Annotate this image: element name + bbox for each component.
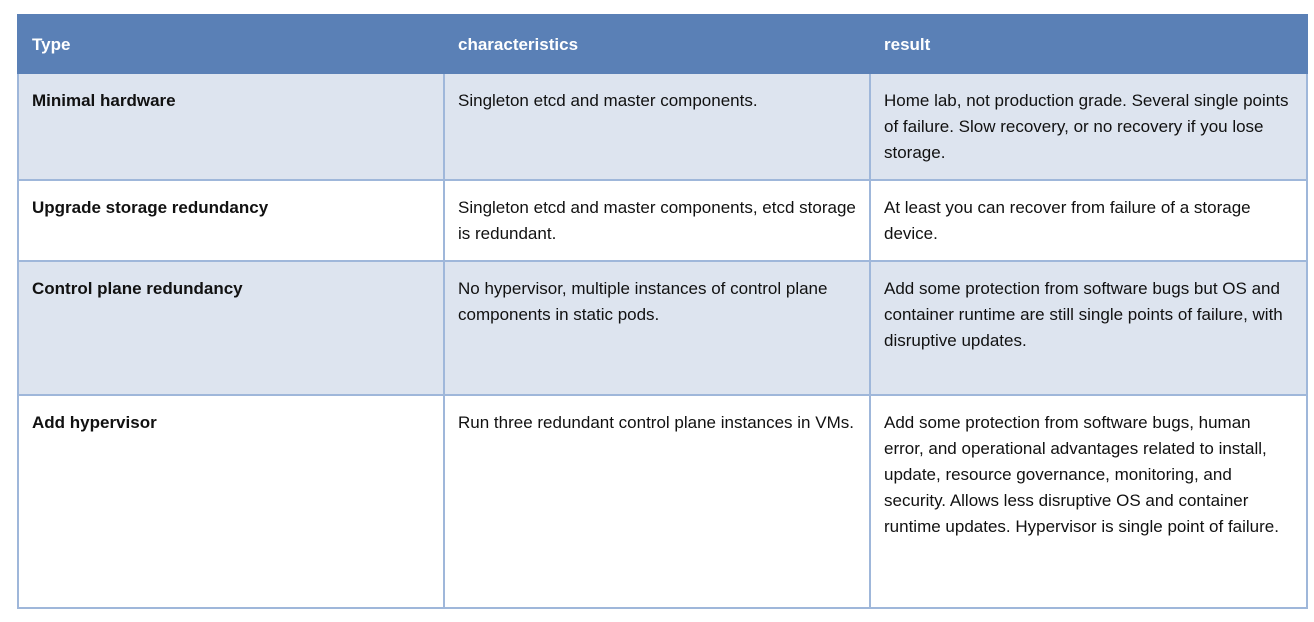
cell-result: Home lab, not production grade. Several … [869, 72, 1308, 181]
cell-result: Add some protection from software bugs b… [869, 260, 1308, 396]
cell-characteristics: Singleton etcd and master components. [443, 72, 871, 181]
header-type: Type [17, 14, 445, 74]
table-row: Add hypervisor Run three redundant contr… [17, 394, 1308, 609]
cell-type: Upgrade storage redundancy [17, 179, 445, 262]
cell-type: Add hypervisor [17, 394, 445, 609]
cell-characteristics: Run three redundant control plane instan… [443, 394, 871, 609]
header-row: Type characteristics result [17, 14, 1308, 74]
table-row: Minimal hardware Singleton etcd and mast… [17, 72, 1308, 181]
redundancy-table: Type characteristics result Minimal hard… [17, 14, 1308, 609]
cell-type: Minimal hardware [17, 72, 445, 181]
table-row: Control plane redundancy No hypervisor, … [17, 260, 1308, 396]
header-characteristics: characteristics [443, 14, 871, 74]
header-result: result [869, 14, 1308, 74]
cell-result: At least you can recover from failure of… [869, 179, 1308, 262]
cell-characteristics: No hypervisor, multiple instances of con… [443, 260, 871, 396]
cell-result: Add some protection from software bugs, … [869, 394, 1308, 609]
table-row: Upgrade storage redundancy Singleton etc… [17, 179, 1308, 262]
cell-characteristics: Singleton etcd and master components, et… [443, 179, 871, 262]
cell-type: Control plane redundancy [17, 260, 445, 396]
